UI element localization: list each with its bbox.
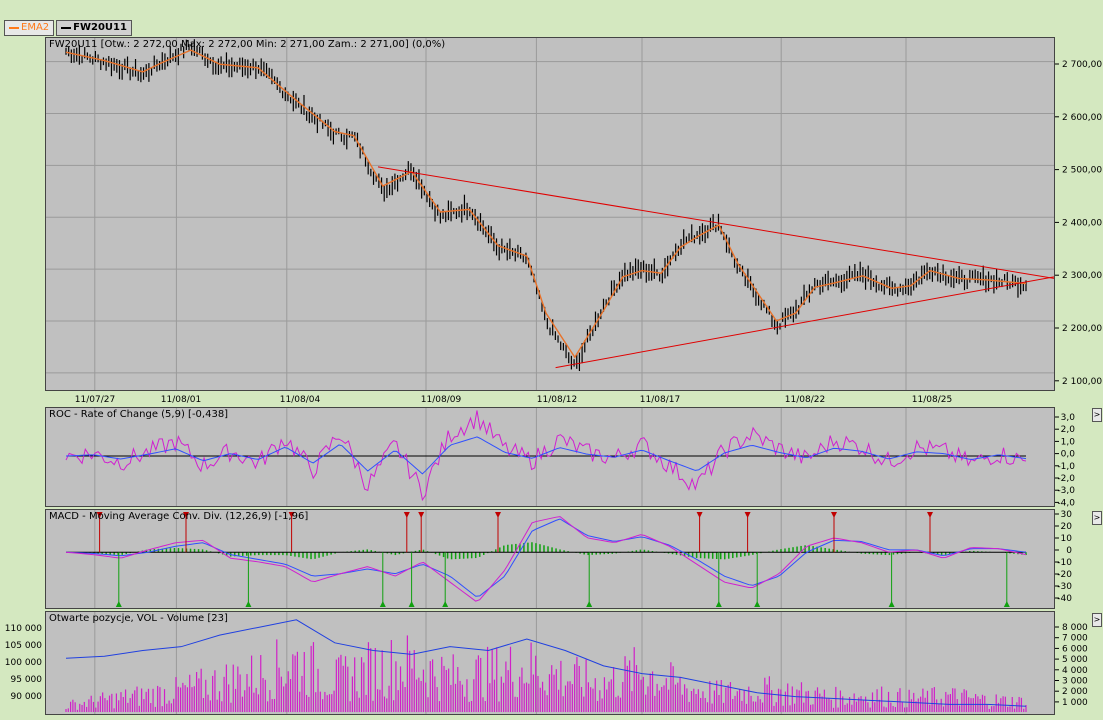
roc-line [65,410,1027,502]
macd-y-tick-label: 30 [1061,510,1073,520]
roc-panel[interactable]: ROC - Rate of Change (5,9) [-0,438] [45,407,1055,507]
roc-y-tick-label: -3,0 [1057,486,1075,496]
macd-expand-arrow-icon[interactable]: > [1092,511,1102,525]
roc-y-tick-label: 0,0 [1061,450,1076,460]
oi-y-tick-label: 105 000 [5,641,42,651]
macd-y-tick-label: 10 [1061,534,1073,544]
price-x-tick-label: 11/08/17 [640,395,680,405]
vol-y-tick-label: 8 000 [1062,623,1088,633]
upper-trendline [377,166,1054,279]
macd-signal-line [65,518,1027,597]
roc-y-tick-label: -1,0 [1057,462,1075,472]
macd-y-tick-label: 0 [1066,546,1072,556]
roc-signal-line [65,436,1027,475]
price-x-tick-label: 11/08/01 [161,395,201,405]
buy-signal-marker [715,601,722,607]
vol-y-tick-label: 5 000 [1062,655,1088,665]
macd-y-tick-label: -40 [1057,594,1072,604]
price-y-tick-label: 2 700,00 [1062,60,1102,70]
vol-y-tick-label: 1 000 [1062,698,1088,708]
macd-line [65,516,1027,602]
lower-trendline [555,276,1054,369]
tab-fw20u11-label: FW20U11 [73,22,127,33]
price-y-tick-label: 2 500,00 [1062,166,1102,176]
buy-signal-marker [379,601,386,607]
vol-y-tick-label: 4 000 [1062,666,1088,676]
macd-chart [65,510,1027,608]
oi-y-tick-label: 100 000 [5,658,42,668]
tab-ema2[interactable]: EMA2 [4,20,55,36]
volume-panel[interactable]: Otwarte pozycje, VOL - Volume [23] [45,611,1055,715]
buy-signal-marker [442,601,449,607]
price-panel[interactable]: FW20U11 [Otw.: 2 272,00 Max: 2 272,00 Mi… [45,37,1055,391]
price-chart [46,38,1054,390]
roc-y-tick-label: -4,0 [1057,498,1075,508]
oi-y-tick-label: 110 000 [5,624,42,634]
sell-signal-marker [288,512,295,518]
price-x-tick-label: 11/08/25 [912,395,952,405]
macd-panel-title: MACD - Moving Average Conv. Div. (12,26,… [49,511,309,522]
roc-expand-arrow-icon[interactable]: > [1092,408,1102,422]
volume-chart [65,612,1027,714]
price-y-tick-label: 2 600,00 [1062,113,1102,123]
price-y-tick-label: 2 400,00 [1062,218,1102,228]
macd-y-tick-label: -10 [1057,558,1072,568]
buy-signal-marker [754,601,761,607]
macd-y-tick-label: 20 [1061,522,1073,532]
buy-signal-marker [115,601,122,607]
sell-signal-marker [418,512,425,518]
roc-panel-title: ROC - Rate of Change (5,9) [-0,438] [49,409,229,420]
sell-signal-marker [183,512,189,518]
price-y-tick-label: 2 100,00 [1062,377,1102,387]
volume-expand-arrow-icon[interactable]: > [1092,613,1102,627]
buy-signal-marker [888,601,895,607]
buy-signal-marker [586,601,593,607]
macd-y-tick-label: -30 [1057,582,1072,592]
price-y-tick-label: 2 200,00 [1062,324,1102,334]
vol-y-tick-label: 2 000 [1062,687,1088,697]
vol-y-tick-label: 3 000 [1062,677,1088,687]
macd-panel[interactable]: MACD - Moving Average Conv. Div. (12,26,… [45,509,1055,609]
price-x-tick-label: 11/08/09 [421,395,462,405]
sell-signal-marker [744,512,751,518]
buy-signal-marker [1003,601,1010,607]
price-y-tick-label: 2 300,00 [1062,271,1102,281]
vol-y-tick-label: 7 000 [1062,634,1088,644]
roc-chart [65,408,1027,506]
macd-y-tick-label: -20 [1057,570,1072,580]
volume-panel-title: Otwarte pozycje, VOL - Volume [23] [49,613,228,624]
sell-signal-marker [831,512,837,518]
buy-signal-marker [408,601,415,607]
series-tabs: EMA2 FW20U11 [4,20,132,36]
tab-ema2-label: EMA2 [21,22,50,33]
roc-y-tick-label: 2,0 [1061,425,1076,435]
price-panel-title: FW20U11 [Otw.: 2 272,00 Max: 2 272,00 Mi… [49,39,446,50]
price-x-tick-label: 11/08/22 [785,395,825,405]
price-x-tick-label: 11/07/27 [75,395,115,405]
sell-signal-marker [927,512,933,518]
roc-y-tick-label: 3,0 [1061,413,1076,423]
vol-y-tick-label: 6 000 [1062,644,1088,654]
sell-signal-marker [696,512,703,518]
oi-y-tick-label: 95 000 [11,675,43,685]
ema2-swatch-icon [9,27,19,29]
price-x-tick-label: 11/08/04 [280,395,321,405]
sell-signal-marker [495,512,501,518]
roc-y-tick-label: 1,0 [1061,437,1076,447]
open-interest-line [65,619,1027,707]
ema2-line [65,49,1027,359]
oi-y-tick-label: 90 000 [11,692,43,702]
sell-signal-marker [96,512,103,518]
sell-signal-marker [403,512,410,518]
tab-fw20u11[interactable]: FW20U11 [56,20,132,36]
roc-y-tick-label: -2,0 [1057,474,1075,484]
buy-signal-marker [245,601,252,607]
fw20u11-swatch-icon [61,27,72,29]
price-x-tick-label: 11/08/12 [537,395,577,405]
